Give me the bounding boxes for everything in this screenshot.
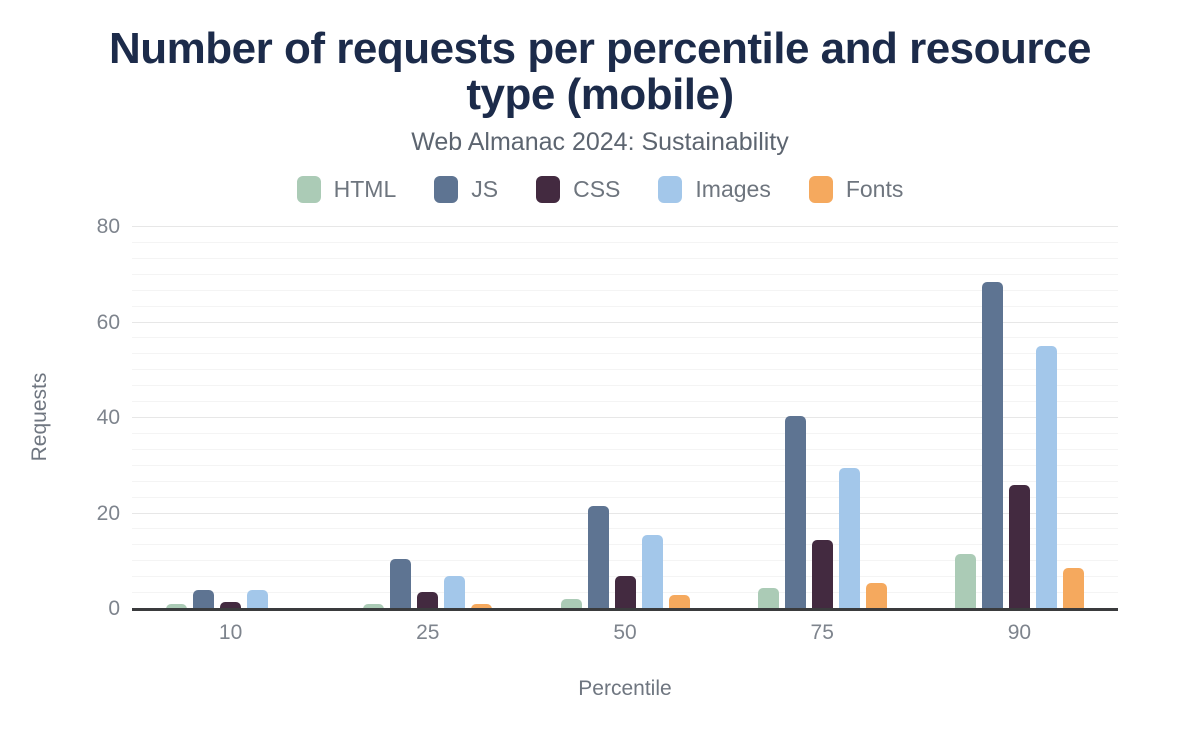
minor-gridline — [132, 289, 1118, 291]
x-tick-label-90: 90 — [1007, 621, 1032, 644]
x-tick-label-75: 75 — [810, 621, 834, 644]
bar-fonts-p50[interactable] — [668, 594, 690, 609]
bar-css-p75[interactable] — [811, 539, 833, 609]
bar-images-p10[interactable] — [247, 589, 269, 609]
chart-subtitle: Web Almanac 2024: Sustainability — [411, 128, 789, 156]
bar-html-p75[interactable] — [757, 587, 779, 609]
minor-gridline — [132, 369, 1118, 371]
minor-gridline — [132, 560, 1118, 562]
bar-css-p90[interactable] — [1008, 484, 1030, 609]
minor-gridline — [132, 385, 1118, 387]
bar-js-p10[interactable] — [193, 589, 215, 609]
bar-css-p25[interactable] — [417, 592, 439, 609]
legend-label-html: HTML — [333, 176, 397, 202]
legend-item-css[interactable]: CSS — [536, 176, 620, 203]
minor-gridline — [132, 528, 1118, 530]
y-tick-label-20: 20 — [96, 501, 120, 525]
minor-gridline — [132, 448, 1118, 450]
bar-fonts-p90[interactable] — [1062, 568, 1084, 609]
bar-images-p90[interactable] — [1035, 346, 1057, 609]
legend-swatch-js — [434, 176, 459, 203]
legend-swatch-css — [536, 176, 561, 203]
bar-groups — [132, 227, 1118, 609]
legend-swatch-images — [658, 176, 683, 203]
minor-gridline — [132, 496, 1118, 498]
legend-label-fonts: Fonts — [845, 176, 904, 202]
minor-gridline — [132, 432, 1118, 434]
legend-swatch-html — [296, 176, 321, 203]
legend-item-html[interactable]: HTML — [296, 176, 397, 203]
major-gridline — [132, 417, 1118, 418]
legend-item-images[interactable]: Images — [658, 176, 771, 203]
bar-html-p90[interactable] — [954, 554, 976, 609]
bar-js-p25[interactable] — [390, 558, 412, 609]
legend-swatch-fonts — [808, 176, 833, 203]
y-tick-label-80: 80 — [96, 215, 120, 238]
x-axis-line — [132, 608, 1118, 611]
y-tick-label-0: 0 — [108, 597, 120, 620]
minor-gridline — [132, 464, 1118, 466]
x-axis-title: Percentile — [578, 677, 672, 700]
major-gridline — [132, 512, 1118, 514]
bar-group-p10 — [132, 227, 329, 609]
minor-gridline — [132, 257, 1118, 259]
bar-html-p50[interactable] — [560, 599, 582, 609]
legend-label-css: CSS — [573, 176, 621, 202]
bar-css-p10[interactable] — [220, 601, 242, 609]
bar-js-p50[interactable] — [587, 506, 609, 609]
y-axis-tick-labels: 0 20 40 60 80 — [0, 215, 120, 620]
minor-gridline — [132, 353, 1118, 355]
minor-gridline — [132, 241, 1118, 243]
minor-gridline — [132, 305, 1118, 307]
minor-gridline — [132, 544, 1118, 546]
bar-html-p10[interactable] — [166, 604, 188, 609]
x-tick-label-10: 10 — [218, 621, 243, 644]
bar-fonts-p25[interactable] — [471, 604, 493, 609]
x-tick-label-25: 25 — [416, 621, 440, 644]
legend: HTML JS CSS Images Fonts — [0, 176, 1200, 203]
minor-gridline — [132, 401, 1118, 403]
legend-item-fonts[interactable]: Fonts — [808, 176, 904, 203]
legend-label-images: Images — [695, 176, 771, 202]
bar-html-p25[interactable] — [363, 604, 385, 609]
bar-fonts-p75[interactable] — [865, 582, 887, 609]
bar-images-p50[interactable] — [641, 535, 663, 609]
major-gridline — [132, 226, 1118, 227]
y-tick-label-40: 40 — [96, 406, 120, 429]
y-tick-label-60: 60 — [96, 310, 120, 334]
bar-group-p75 — [724, 227, 921, 609]
major-gridline — [132, 321, 1118, 323]
bar-js-p90[interactable] — [981, 281, 1003, 609]
bar-js-p75[interactable] — [784, 415, 806, 609]
legend-label-js: JS — [471, 176, 499, 202]
bar-css-p50[interactable] — [614, 575, 636, 609]
bar-images-p25[interactable] — [444, 575, 466, 609]
minor-gridline — [132, 337, 1118, 339]
bar-images-p75[interactable] — [838, 468, 860, 609]
bar-group-p50 — [526, 227, 723, 609]
chart-title: Number of requests per percentile and re… — [109, 24, 1091, 119]
x-axis-tick-labels: 10 25 50 75 90 — [132, 621, 1118, 645]
minor-gridline — [132, 273, 1118, 275]
bar-group-p90 — [921, 227, 1118, 609]
minor-gridline — [132, 480, 1118, 482]
legend-item-js[interactable]: JS — [434, 176, 498, 203]
bar-group-p25 — [329, 227, 526, 609]
x-tick-label-50: 50 — [613, 621, 637, 644]
plot-area — [132, 226, 1118, 611]
